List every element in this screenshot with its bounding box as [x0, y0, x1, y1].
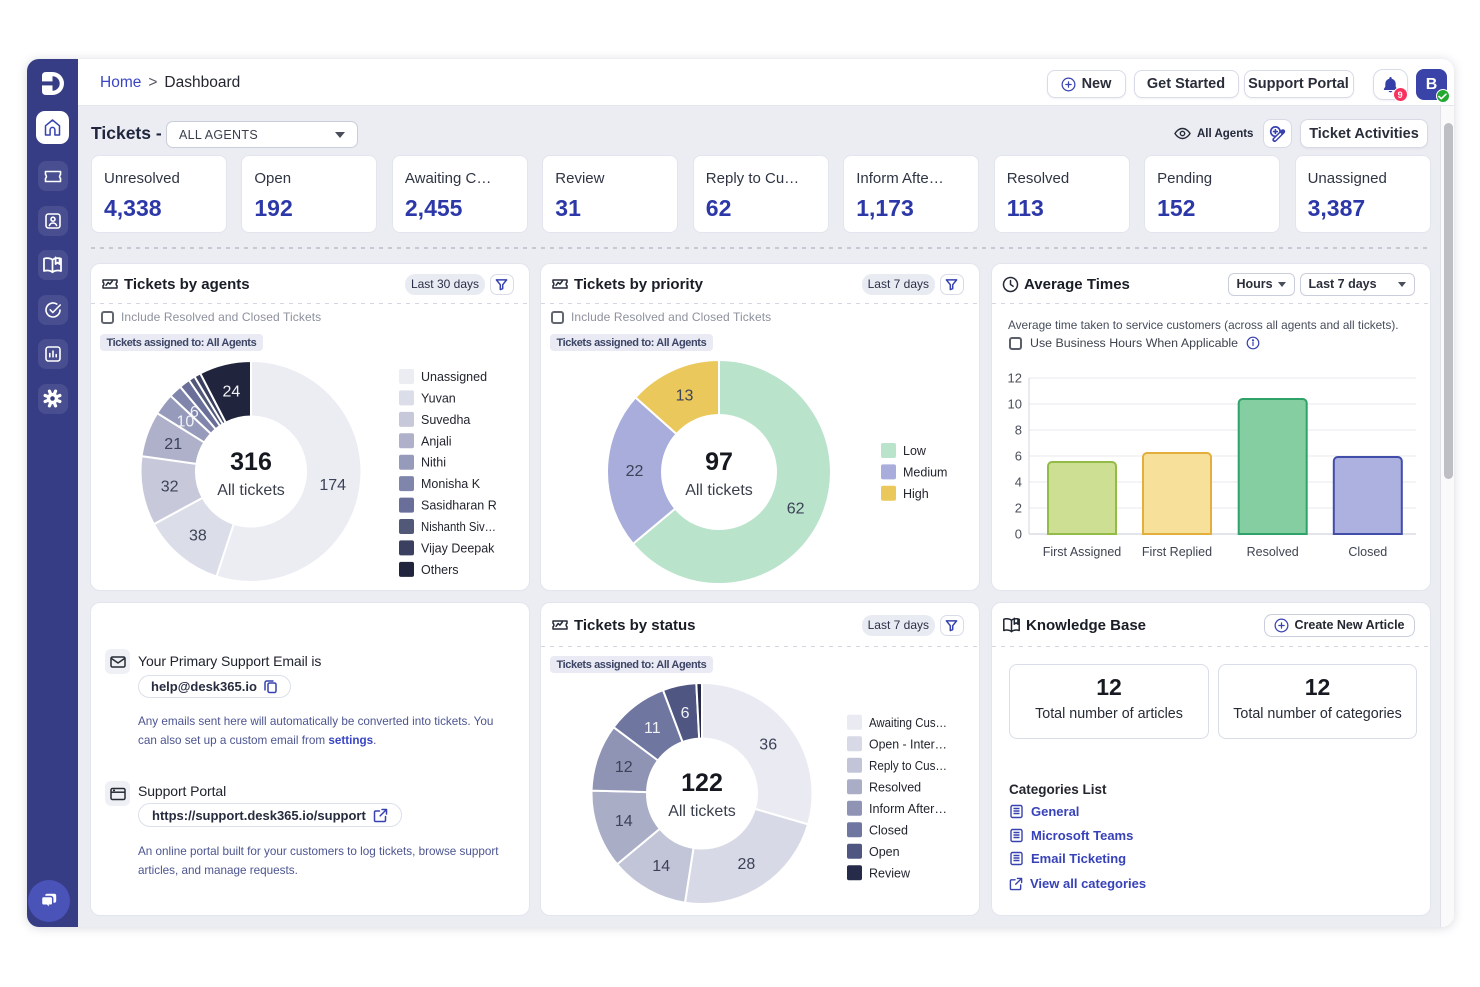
svg-text:10: 10 [177, 414, 195, 431]
svg-text:All tickets: All tickets [668, 803, 736, 820]
svg-text:Monisha K: Monisha K [421, 477, 481, 491]
svg-text:First Replied: First Replied [1142, 545, 1212, 559]
svg-text:28: 28 [738, 856, 756, 873]
svg-text:Review: Review [869, 866, 911, 880]
svg-text:97: 97 [705, 448, 733, 476]
svg-text:21: 21 [164, 436, 182, 453]
svg-text:122: 122 [681, 769, 723, 797]
svg-text:High: High [903, 487, 929, 501]
svg-text:174: 174 [319, 477, 346, 494]
svg-text:Medium: Medium [903, 465, 947, 479]
svg-text:Low: Low [903, 444, 927, 458]
svg-text:Inform After…: Inform After… [869, 802, 947, 816]
svg-text:6: 6 [1015, 449, 1022, 464]
svg-text:Resolved: Resolved [869, 780, 921, 794]
svg-text:22: 22 [626, 463, 644, 480]
svg-text:All tickets: All tickets [685, 482, 753, 499]
svg-text:Yuvan: Yuvan [421, 391, 456, 405]
svg-text:12: 12 [1008, 371, 1022, 386]
svg-text:36: 36 [759, 736, 777, 753]
svg-text:12: 12 [615, 759, 633, 776]
svg-text:Open - Inter…: Open - Inter… [869, 737, 947, 751]
svg-text:0: 0 [1015, 527, 1022, 542]
svg-text:4: 4 [1015, 475, 1022, 490]
svg-text:14: 14 [652, 858, 670, 875]
svg-text:13: 13 [676, 387, 694, 404]
svg-text:316: 316 [230, 448, 272, 476]
svg-text:6: 6 [190, 404, 199, 421]
svg-text:Others: Others [421, 563, 459, 577]
svg-text:Anjali: Anjali [421, 434, 452, 448]
svg-text:10: 10 [1008, 397, 1022, 412]
svg-text:Unassigned: Unassigned [421, 370, 487, 384]
svg-text:Awaiting Cus…: Awaiting Cus… [869, 716, 947, 730]
svg-text:Suvedha: Suvedha [421, 413, 470, 427]
svg-text:Open: Open [869, 845, 900, 859]
svg-text:24: 24 [223, 384, 241, 401]
svg-text:62: 62 [787, 500, 805, 517]
svg-text:Reply to Cus…: Reply to Cus… [869, 759, 947, 773]
svg-text:Resolved: Resolved [1247, 545, 1299, 559]
svg-text:Sasidharan R: Sasidharan R [421, 499, 497, 513]
svg-text:32: 32 [161, 479, 179, 496]
svg-text:Closed: Closed [1348, 545, 1387, 559]
svg-text:6: 6 [681, 705, 690, 722]
svg-text:Nithi: Nithi [421, 456, 446, 470]
svg-text:Nishanth Siv…: Nishanth Siv… [421, 520, 496, 534]
svg-text:2: 2 [1015, 501, 1022, 516]
svg-text:First Assigned: First Assigned [1043, 545, 1122, 559]
svg-text:Vijay Deepak: Vijay Deepak [421, 541, 495, 555]
svg-text:38: 38 [189, 528, 207, 545]
svg-text:Closed: Closed [869, 823, 908, 837]
svg-text:14: 14 [615, 813, 633, 830]
svg-text:8: 8 [1015, 423, 1022, 438]
svg-text:11: 11 [644, 720, 661, 737]
svg-text:All tickets: All tickets [217, 482, 285, 499]
